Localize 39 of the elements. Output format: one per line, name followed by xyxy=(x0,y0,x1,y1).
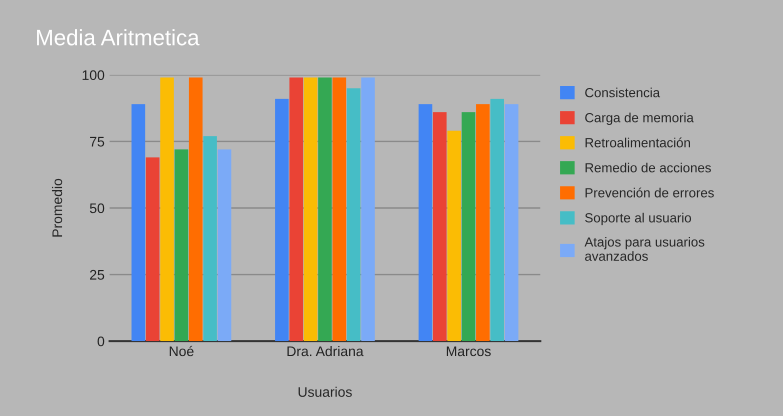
x-tick-label: Noé xyxy=(170,346,194,356)
x-tick-label: Marcos xyxy=(446,346,491,356)
x-tick-label: Dra. Adriana xyxy=(287,346,364,356)
y-axis-title: Promedio xyxy=(52,178,62,237)
legend-label: Remedio de acciones xyxy=(586,162,711,172)
y-tick-label: 50 xyxy=(90,203,104,214)
bar xyxy=(318,78,332,342)
y-tick-label: 75 xyxy=(90,136,104,147)
bar xyxy=(188,78,203,342)
bar xyxy=(174,149,188,342)
x-axis-title: Usuarios xyxy=(298,386,352,397)
bar xyxy=(418,104,432,342)
bar xyxy=(332,78,346,342)
bar xyxy=(476,104,490,342)
bar xyxy=(346,88,360,342)
chart-title: Media Aritmetica xyxy=(37,29,200,46)
bar xyxy=(132,104,146,342)
bar xyxy=(275,98,289,342)
bar xyxy=(490,98,504,342)
bar xyxy=(432,112,447,342)
bar xyxy=(361,78,375,342)
legend-label: Soporte al usuario xyxy=(585,212,692,226)
bar xyxy=(146,157,160,342)
bar xyxy=(289,78,304,342)
legend-label: Consistencia xyxy=(585,88,660,98)
y-tick-label: 25 xyxy=(90,270,104,280)
legend-label: Atajos para usuarios avanzados xyxy=(584,236,704,261)
bar xyxy=(447,130,461,342)
y-tick-label: 100 xyxy=(82,70,104,80)
bar xyxy=(203,136,217,342)
legend-label: Prevención de errores xyxy=(586,188,714,198)
bar xyxy=(218,149,232,342)
legend-label: Carga de memoria xyxy=(585,112,694,125)
legend-label: Retroalimentación xyxy=(586,138,690,148)
bar xyxy=(304,78,318,342)
bar xyxy=(462,112,476,342)
bar xyxy=(160,78,174,342)
bar xyxy=(504,104,518,342)
y-tick-label: 0 xyxy=(98,336,104,346)
